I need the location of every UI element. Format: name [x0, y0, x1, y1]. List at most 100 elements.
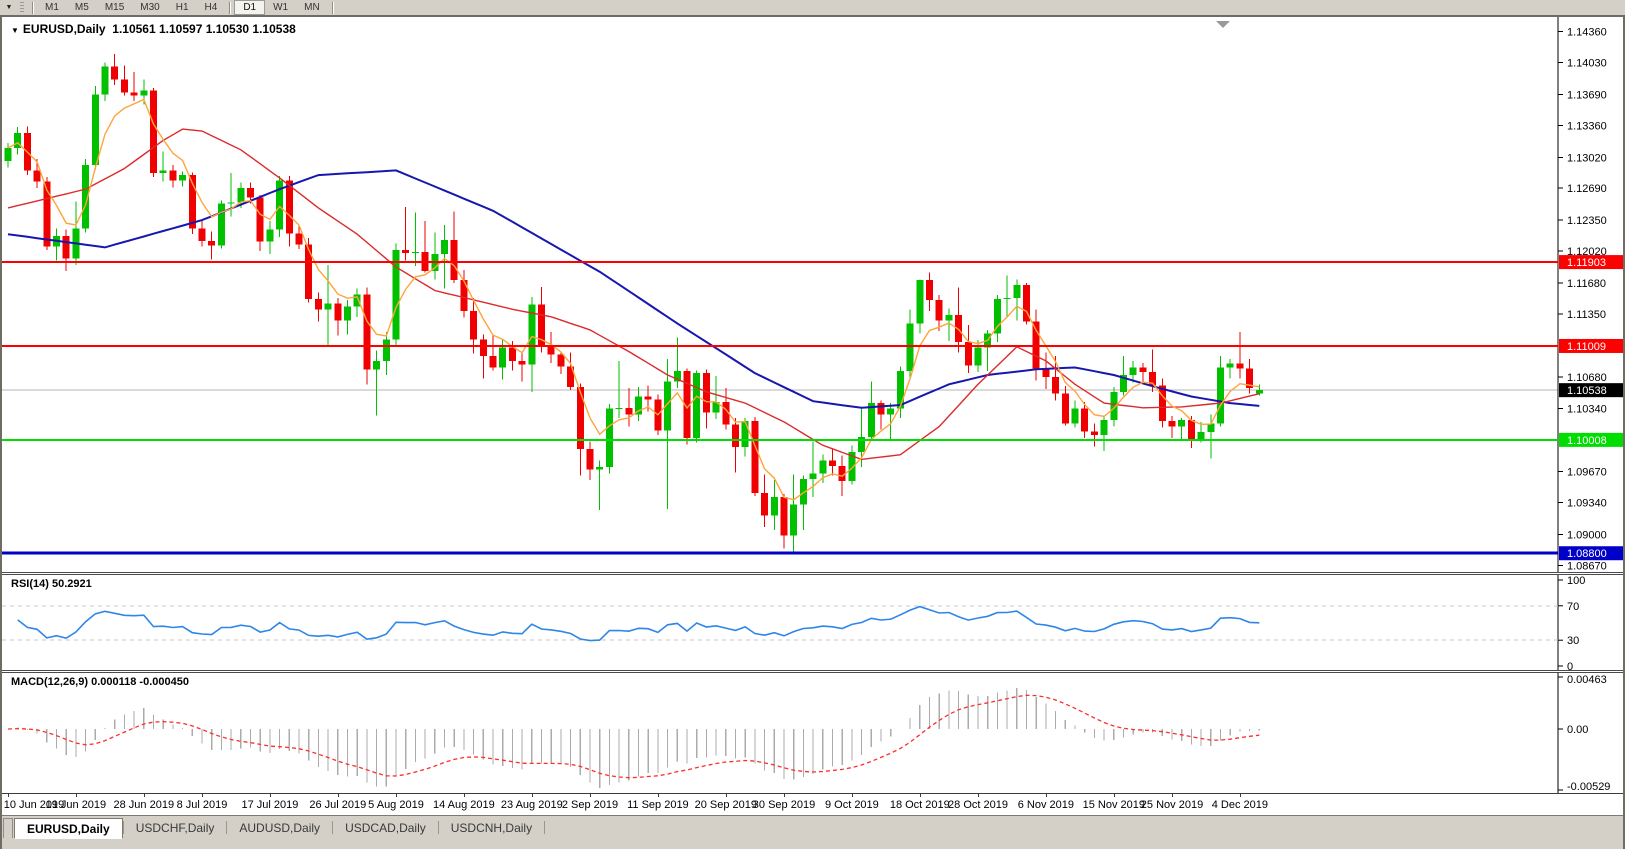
candle-body — [945, 314, 953, 321]
tab-separator — [226, 821, 228, 834]
candle-body — [198, 228, 206, 241]
timeframe-button-mn[interactable]: MN — [304, 2, 320, 13]
candle-body — [373, 360, 381, 370]
current-price-tag — [1559, 383, 1623, 398]
candle-body — [508, 347, 516, 361]
tab-separator — [437, 821, 439, 834]
candle-body — [567, 366, 575, 388]
tab-scroll-strip[interactable] — [3, 818, 13, 838]
date-axis-tick — [725, 794, 727, 797]
price-axis-tick-label: 1.10340 — [1567, 404, 1607, 416]
chart-title-symbol: EURUSD,Daily — [22, 22, 106, 36]
symbol-tab-usdcnh[interactable]: USDCNH,Daily — [450, 820, 533, 835]
candle-body — [411, 252, 419, 254]
candle-body — [1187, 419, 1195, 440]
timeframe-button-m30[interactable]: M30 — [140, 2, 160, 13]
candle-body — [732, 424, 739, 448]
candle-body — [169, 170, 177, 181]
date-axis-tick — [463, 794, 465, 797]
candle-body — [188, 175, 196, 229]
panel-separator[interactable] — [2, 670, 1623, 673]
price-axis-tick-label: 1.12690 — [1567, 183, 1607, 195]
candle-body — [644, 396, 652, 400]
date-axis-label: 19 Jun 2019 — [45, 799, 107, 811]
date-axis-tick — [269, 794, 271, 797]
candle-body — [518, 360, 526, 365]
rsi-name: RSI(14) — [11, 578, 49, 590]
rsi-panel-canvas[interactable]: 100 70 30 0 — [2, 575, 1623, 670]
symbol-tab-bar: EURUSD,Daily USDCHF,Daily AUDUSD,Daily USDC… — [2, 815, 1623, 849]
candle-body — [547, 345, 555, 355]
candle-body — [722, 402, 730, 425]
candle-body — [964, 342, 972, 366]
date-axis-label: 5 Aug 2019 — [368, 799, 424, 811]
candle-body — [790, 504, 798, 536]
timeframe-button-h4[interactable]: H4 — [204, 2, 218, 13]
price-axis-tick-label: 1.08670 — [1567, 560, 1607, 572]
level-price-tag — [1559, 546, 1623, 561]
chart-shift-marker-icon[interactable] — [1216, 21, 1230, 28]
candle-body — [848, 451, 856, 481]
candle-body — [557, 354, 565, 367]
timeframe-button-h1[interactable]: H1 — [175, 2, 189, 13]
date-axis-tick — [143, 794, 145, 797]
candle-body — [761, 493, 769, 516]
candle-body — [712, 402, 720, 413]
date-axis-label: 14 Aug 2019 — [432, 799, 495, 811]
candle-body — [702, 373, 710, 413]
candle-body — [460, 280, 468, 312]
date-axis-tick — [1239, 794, 1241, 797]
timeframe-button-w1[interactable]: W1 — [273, 2, 289, 13]
date-axis[interactable]: 10 Jun 2019 19 Jun 2019 28 Jun 2019 8 Jul 2… — [2, 793, 1623, 815]
candle-body — [596, 466, 604, 470]
rsi-axis-tick-label: 30 — [1567, 635, 1579, 647]
price-chart-canvas[interactable]: 1.14360 1.14030 1.13690 1.13360 1.13020 1.126… — [2, 17, 1623, 572]
candle-body — [538, 304, 545, 346]
date-axis-label: 17 Jul 2019 — [241, 799, 299, 811]
candle-body — [479, 339, 487, 357]
symbol-tab-audusd[interactable]: AUDUSD,Daily — [239, 820, 321, 835]
ma-line-red — [7, 128, 1260, 461]
date-axis-tick — [978, 794, 979, 797]
date-axis-label: 26 Jul 2019 — [309, 799, 367, 811]
macd-panel-canvas[interactable]: 0.00463 0.00 -0.00529 — [2, 673, 1623, 793]
price-axis-tick-label: 1.14360 — [1567, 27, 1607, 39]
candle-body — [1090, 431, 1098, 436]
candle-body — [334, 303, 342, 321]
chevron-down-icon[interactable]: ▼ — [11, 26, 19, 35]
candle-body — [285, 180, 293, 234]
candle-body — [1100, 419, 1108, 436]
symbol-tab-usdcad[interactable]: USDCAD,Daily — [345, 820, 426, 835]
candle-body — [906, 323, 914, 372]
timeframe-button-m1[interactable]: M1 — [45, 2, 59, 13]
chevron-down-icon[interactable]: ▼ — [5, 4, 13, 11]
candle-body — [43, 181, 51, 247]
symbol-tab-usdchf[interactable]: USDCHF,Daily — [135, 820, 215, 835]
candle-body — [770, 496, 778, 516]
candle-body — [266, 229, 274, 242]
macd-axis-tick-label: -0.00529 — [1567, 781, 1610, 793]
candle-body — [809, 473, 817, 480]
toolbar-grip-handle[interactable] — [20, 2, 24, 13]
symbol-tab-eurusd[interactable]: EURUSD,Daily — [14, 818, 123, 839]
candle-body — [858, 436, 866, 452]
date-axis-label: 20 Sep 2019 — [694, 799, 757, 811]
date-axis-label: 23 Aug 2019 — [500, 799, 563, 811]
candle-body — [130, 92, 138, 96]
date-axis-label: 28 Jun 2019 — [113, 799, 175, 811]
rsi-axis-tick-label: 100 — [1567, 575, 1585, 587]
candle-body — [683, 371, 691, 438]
timeframe-button-m5[interactable]: M5 — [74, 2, 89, 13]
candle-body — [896, 371, 904, 409]
candle-body — [1226, 363, 1234, 368]
timeframe-button-m15[interactable]: M15 — [104, 2, 125, 13]
candle-body — [1197, 432, 1205, 440]
panel-separator[interactable] — [2, 572, 1623, 575]
date-axis-tick — [202, 794, 203, 797]
macd-values: 0.000118 -0.000450 — [91, 676, 189, 688]
candle-body — [1207, 423, 1215, 433]
macd-axis-tick-label: 0.00463 — [1567, 674, 1607, 686]
timeframe-button-d1[interactable]: D1 — [234, 0, 266, 15]
candle-body — [819, 460, 827, 474]
